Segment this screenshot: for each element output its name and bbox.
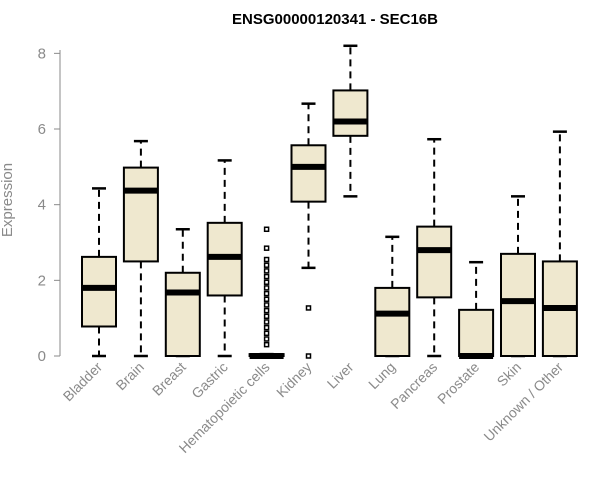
outlier-point	[305, 305, 312, 311]
box-11	[541, 130, 578, 358]
boxes-group	[81, 44, 578, 359]
x-tick-label: Bladder	[60, 359, 106, 405]
box-8	[416, 137, 453, 358]
box-iqr	[81, 255, 117, 328]
y-tick-label: 4	[38, 197, 46, 214]
outlier-point	[263, 313, 270, 320]
outlier-point	[263, 273, 270, 280]
y-tick-label: 8	[38, 45, 46, 62]
x-tick-label: Unknown / Other	[480, 359, 566, 445]
box-iqr	[458, 308, 495, 358]
outlier-point	[263, 226, 270, 233]
box-iqr	[416, 225, 453, 299]
box-iqr	[122, 166, 159, 263]
x-tick-label: Pancreas	[387, 359, 440, 412]
box-7	[374, 235, 411, 358]
box-10	[500, 195, 536, 358]
box-9	[458, 260, 495, 359]
outlier-point	[263, 245, 270, 251]
outlier-point	[263, 256, 270, 263]
x-tick-label: Skin	[494, 359, 525, 390]
outlier-point	[263, 302, 270, 308]
box-3	[206, 159, 243, 358]
outlier-point	[263, 324, 270, 331]
outlier-point	[263, 285, 270, 291]
box-iqr	[332, 89, 369, 137]
box-0	[81, 187, 117, 358]
outlier-point	[263, 330, 270, 337]
outlier-point	[263, 336, 270, 342]
outlier-point	[263, 279, 270, 285]
x-tick-label: Brain	[113, 359, 147, 393]
chart-title: ENSG00000120341 - SEC16B	[232, 11, 438, 28]
box-iqr	[164, 271, 201, 357]
box-iqr	[290, 144, 327, 203]
box-6	[332, 44, 369, 198]
y-axis-ticks: 0 2 4 6 8	[38, 45, 60, 365]
box-iqr	[500, 252, 536, 357]
outlier-point	[263, 262, 270, 268]
y-tick-label: 2	[38, 272, 46, 289]
box-4	[248, 226, 285, 359]
x-tick-label: Breast	[149, 359, 189, 399]
outlier-point	[263, 319, 270, 325]
outlier-point	[263, 307, 270, 314]
y-tick-label: 0	[38, 348, 46, 365]
box-1	[122, 139, 159, 358]
outlier-point	[263, 296, 270, 303]
x-tick-label: Kidney	[273, 359, 315, 401]
outlier-point	[305, 353, 312, 359]
x-tick-label: Prostate	[434, 359, 482, 407]
y-axis-label: Expression	[0, 163, 16, 237]
y-tick-label: 6	[38, 121, 46, 138]
x-tick-label: Liver	[324, 359, 357, 392]
box-iqr	[374, 286, 411, 358]
box-5	[290, 102, 327, 359]
outlier-point	[263, 268, 270, 274]
outlier-point	[263, 290, 270, 297]
outlier-point	[263, 341, 270, 348]
x-tick-label: Lung	[365, 359, 398, 392]
box-2	[164, 228, 201, 358]
